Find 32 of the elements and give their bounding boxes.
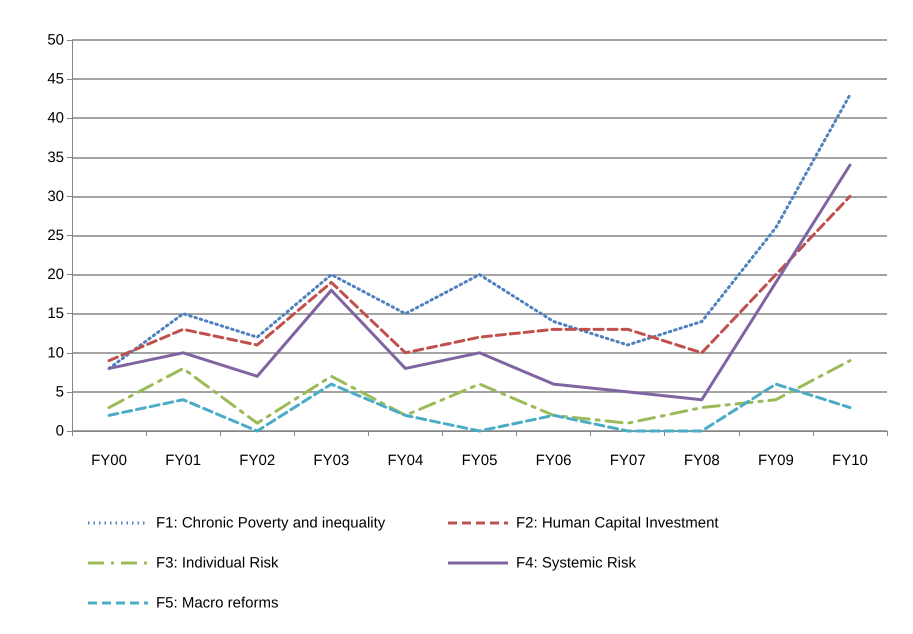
y-tick-label: 25 [47, 227, 64, 244]
x-tick-label: FY10 [832, 452, 868, 469]
y-tick-label: 5 [56, 383, 64, 400]
y-tick-label: 15 [47, 305, 64, 322]
x-tick-label: FY01 [165, 452, 202, 469]
x-tick-label: FY09 [758, 452, 794, 469]
y-tick-label: 50 [47, 32, 64, 48]
x-tick-label: FY04 [387, 452, 424, 469]
legend-label: F4: Systemic Risk [516, 554, 637, 572]
x-tick-label: FY08 [684, 452, 720, 469]
line-series [108, 93, 852, 370]
line-series [108, 359, 852, 425]
x-tick-label: FY05 [462, 452, 498, 469]
line-series [108, 382, 852, 432]
y-tick-label: 30 [47, 188, 64, 205]
legend-label: F3: Individual Risk [156, 554, 280, 572]
x-tick-label: FY00 [91, 452, 127, 469]
y-tick-label: 0 [56, 422, 64, 440]
y-tick-label: 35 [47, 148, 64, 166]
x-tick-label: FY06 [536, 452, 572, 469]
legend-label: F2: Human Capital Investment [516, 514, 720, 532]
y-tick-label: 10 [47, 344, 64, 362]
line-series [108, 164, 852, 402]
legend-label: F1: Chronic Poverty and inequality [156, 514, 386, 532]
x-tick-label: FY03 [313, 452, 350, 469]
y-tick-label: 45 [47, 70, 64, 88]
y-tick-label: 20 [47, 266, 64, 284]
legend-label: F5: Macro reforms [156, 594, 279, 612]
y-tick-label: 40 [47, 110, 64, 127]
x-tick-label: FY02 [239, 452, 276, 469]
line-series [108, 194, 852, 362]
x-tick-label: FY07 [610, 452, 646, 469]
